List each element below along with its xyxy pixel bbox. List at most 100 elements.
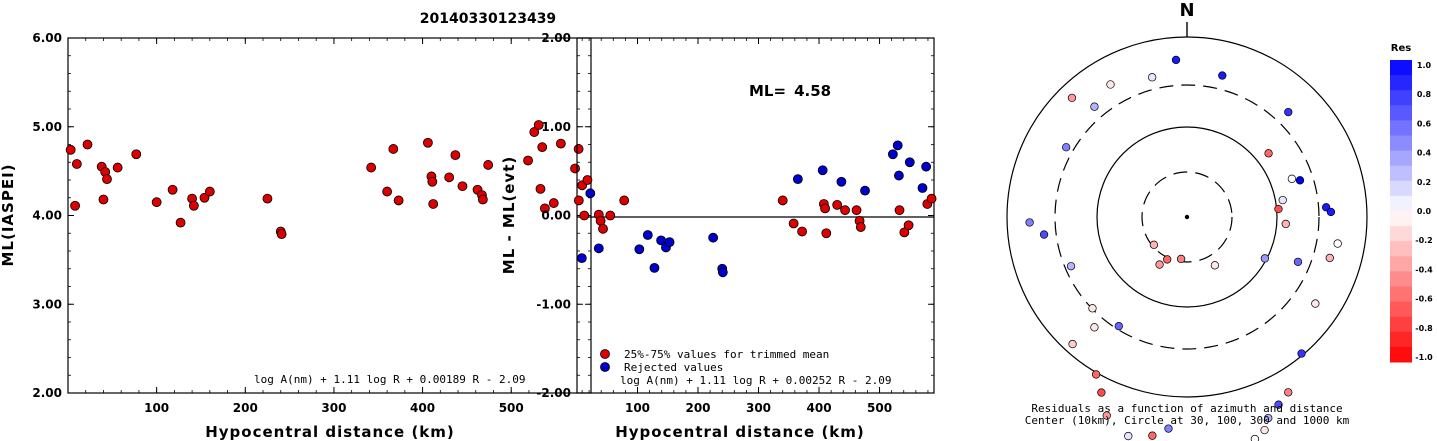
p2-point	[926, 193, 937, 204]
p1-point	[262, 193, 273, 204]
colorbar-tick-label: 0.8	[1417, 90, 1432, 99]
p2-point	[832, 199, 843, 210]
polar-caption-line1: Residuals as a function of azimuth and d…	[1031, 402, 1342, 415]
polar-point	[1066, 262, 1076, 271]
p1-xtick-label: 400	[410, 401, 435, 415]
epicenter-marker	[1184, 214, 1190, 220]
polar-point	[1068, 339, 1077, 349]
p1-point	[483, 160, 494, 170]
p1-point	[450, 150, 461, 161]
panel2-ticks: 100 200 300 400 500 -2.00 -1.00 0.00 1.00 2.00	[536, 31, 934, 415]
p2-point	[593, 243, 604, 254]
p1-xtick-label: 100	[144, 401, 169, 415]
figure-title: 20140330123439	[420, 11, 556, 27]
ml-value: 4.58	[794, 82, 831, 100]
p1-point	[540, 203, 550, 214]
polar-point	[1090, 102, 1099, 111]
ring-100km	[1096, 126, 1278, 308]
p2-point	[579, 210, 590, 221]
p2-point	[817, 165, 828, 176]
p2-point	[585, 188, 596, 199]
p2-point	[576, 253, 587, 264]
p1-ytick-label: 5.00	[32, 120, 62, 134]
polar-point	[1176, 254, 1186, 264]
colorbar-cell	[1390, 286, 1412, 303]
p1-point	[422, 137, 433, 148]
p2-point	[792, 174, 803, 185]
p1-point	[102, 174, 112, 185]
polar-point	[1210, 261, 1220, 270]
p1-point	[523, 155, 533, 166]
panel1-xlabel: Hypocentral distance (km)	[205, 423, 455, 441]
p2-point	[903, 220, 914, 231]
p1-ytick-label: 2.00	[32, 386, 62, 400]
ring-300km	[1054, 84, 1320, 350]
polar-point	[1062, 143, 1071, 152]
colorbar-tick-label: -0.2	[1415, 236, 1433, 245]
polar-point	[1124, 431, 1133, 441]
p1-point	[535, 183, 546, 194]
colorbar-cell	[1390, 226, 1412, 242]
p1-point	[199, 192, 210, 203]
p1-xtick-label: 500	[499, 401, 524, 415]
p1-point	[167, 184, 178, 195]
p1-point	[366, 162, 377, 173]
p1-point	[382, 186, 393, 197]
colorbar-cell	[1390, 105, 1412, 121]
p2-point	[708, 232, 719, 243]
polar-point	[1148, 431, 1157, 440]
polar-point	[1281, 219, 1290, 229]
p2-point	[619, 195, 630, 206]
p2-point	[598, 223, 608, 234]
p2-point	[717, 267, 728, 278]
polar-point	[1067, 93, 1077, 103]
p1-point	[428, 199, 439, 209]
p1-point	[537, 142, 548, 153]
legend-marker-rejected	[600, 362, 610, 372]
p2-ytick-label: -1.00	[536, 297, 571, 311]
p1-point	[112, 162, 123, 173]
polar-point	[1148, 73, 1157, 82]
p1-point	[582, 175, 593, 185]
p1-point	[393, 195, 404, 206]
colorbar-cells	[1390, 60, 1412, 363]
polar-points	[1025, 55, 1342, 441]
polar-point	[1149, 240, 1159, 249]
polar-point	[1284, 107, 1293, 117]
p2-xtick-label: 300	[746, 401, 771, 415]
polar-point	[1325, 253, 1334, 263]
polar-point	[1218, 71, 1227, 80]
p2-point	[820, 203, 830, 214]
polar-point	[1106, 80, 1115, 89]
polar-point	[1274, 400, 1283, 409]
colorbar-ticks: 1.0 0.8 0.6 0.4 0.2 0.0 -0.2 -0.4 -0.6 -0.8 -1.0	[1415, 61, 1433, 362]
p2-point	[887, 149, 898, 160]
p2-point	[921, 161, 932, 172]
p2-point	[894, 205, 905, 216]
p1-point	[188, 200, 199, 211]
polar-point	[1025, 218, 1034, 227]
p1-point	[204, 186, 215, 197]
p2-point	[855, 222, 866, 232]
p1-ytick-label: 3.00	[32, 297, 62, 311]
p1-point	[533, 120, 544, 130]
panel2-formula: log A(nm) + 1.11 log R + 0.00252 R - 2.0…	[620, 374, 892, 387]
polar-point	[1326, 207, 1336, 217]
legend-label-trimmed: 25%-75% values for trimmed mean	[624, 348, 829, 361]
p2-point	[605, 210, 616, 221]
colorbar-cell	[1390, 60, 1412, 76]
p2-point	[821, 228, 832, 239]
p2-point	[788, 218, 799, 229]
p2-point	[797, 226, 807, 237]
p2-point	[904, 157, 915, 168]
polar-point	[1164, 424, 1173, 433]
p2-point	[649, 262, 660, 273]
polar-point	[1090, 323, 1099, 332]
p2-xtick-label: 400	[807, 401, 832, 415]
p1-point	[570, 163, 580, 174]
p2-point	[642, 230, 653, 240]
polar-point	[1264, 413, 1273, 423]
panel1-ylabel: ML(IASPEI)	[0, 163, 17, 266]
polar-point	[1091, 370, 1101, 379]
ring-30km	[1141, 171, 1233, 263]
